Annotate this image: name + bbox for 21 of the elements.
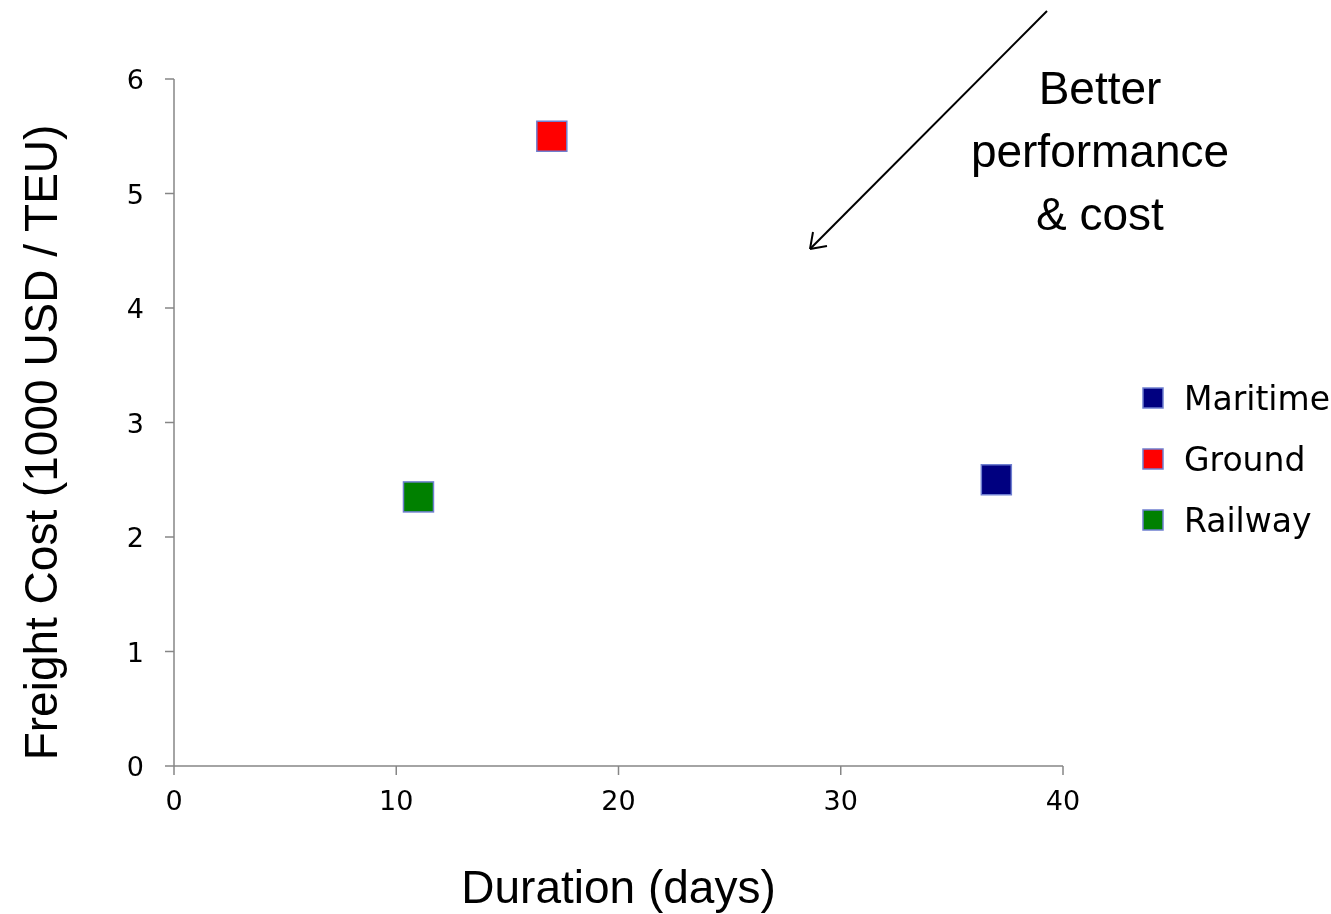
- y-tick-label: 4: [126, 293, 144, 324]
- point: [536, 120, 568, 152]
- y-tick-label: 5: [126, 178, 144, 210]
- y-tick-label: 2: [126, 522, 144, 553]
- point: [980, 464, 1013, 496]
- legend-label: Railway: [1184, 501, 1312, 540]
- x-axis-title: Duration (days): [461, 861, 776, 913]
- y-tick-label: 0: [126, 751, 144, 782]
- legend-label: Maritime: [1184, 379, 1330, 418]
- y-axis-title: Freight Cost (1000 USD / TEU): [15, 124, 67, 761]
- y-tick-label: 6: [126, 64, 144, 95]
- x-tick-label: 30: [823, 785, 858, 816]
- legend-label: Ground: [1184, 440, 1306, 479]
- x-tick-label: 0: [165, 785, 183, 816]
- y-tick-label: 3: [126, 407, 144, 439]
- point: [402, 481, 435, 513]
- x-tick-label: 20: [601, 785, 636, 816]
- x-tick-label: 10: [379, 785, 414, 816]
- x-tick-label: 40: [1045, 785, 1081, 816]
- y-tick-label: 1: [126, 636, 144, 668]
- annotation: Better performance & cost: [970, 62, 1230, 240]
